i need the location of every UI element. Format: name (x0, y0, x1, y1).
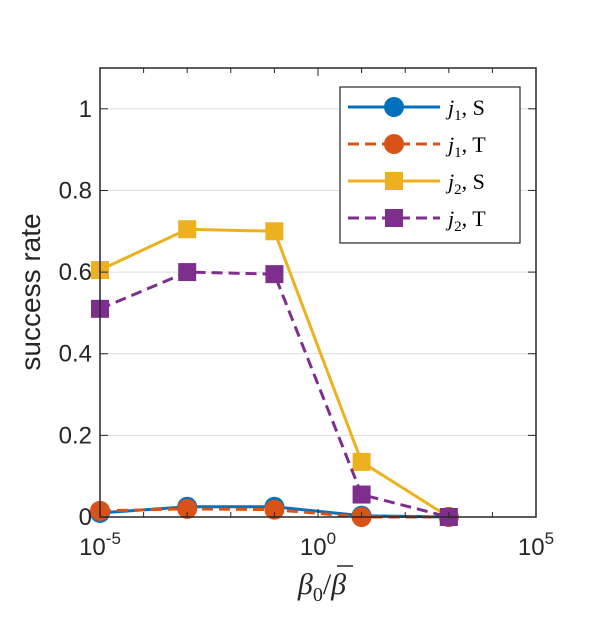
x-tick-labels: 10-5 100 105 (79, 529, 554, 561)
data-point (352, 485, 371, 504)
y-axis-label: success rate (15, 213, 46, 370)
legend-entry-label: j1, T (445, 132, 486, 161)
legend-entry-label: j1, S (445, 95, 485, 124)
x-axis-label-text: β0/β (297, 568, 346, 606)
legend-entry-label: j2, S (445, 169, 485, 198)
y-tick-labels: 0 0.2 0.4 0.6 0.8 1 (59, 96, 92, 531)
legend-entry-label: j2, T (445, 206, 486, 235)
grid-lines (100, 108, 536, 436)
legend-box (339, 86, 521, 244)
data-point (178, 220, 197, 239)
x-tick-label: 10-5 (79, 529, 121, 561)
axes (99, 67, 537, 518)
series-line (99, 270, 450, 519)
y-tick-label: 1 (79, 96, 92, 123)
legend-marker (384, 97, 404, 117)
data-point (265, 222, 284, 241)
y-tick-label: 0.8 (59, 177, 92, 204)
x-axis-label: β0/β (297, 565, 353, 606)
data-point (177, 498, 198, 519)
legend-marker (385, 209, 403, 227)
y-tick-label: 0.2 (59, 422, 92, 449)
y-tick-label: 0.6 (59, 259, 92, 286)
x-tick-label: 100 (300, 529, 336, 561)
data-point (178, 263, 197, 282)
y-tick-label: 0.4 (59, 341, 92, 368)
legend: j1, S j1, T j2, S j2, T (339, 86, 521, 244)
data-point (352, 452, 371, 471)
data-point (265, 265, 284, 284)
legend-marker (384, 134, 404, 154)
y-tick-label: 0 (79, 504, 92, 531)
data-point (264, 499, 285, 520)
legend-marker (385, 172, 403, 190)
x-tick-label: 105 (518, 529, 554, 561)
